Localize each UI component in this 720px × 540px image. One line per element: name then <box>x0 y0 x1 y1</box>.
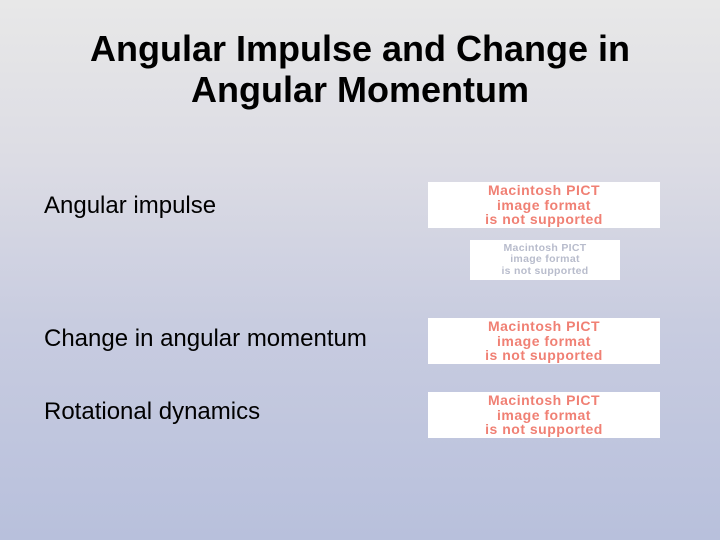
pict-placeholder-icon: Macintosh PICT image format is not suppo… <box>470 240 620 280</box>
placeholder-line: Macintosh PICT <box>488 319 600 334</box>
placeholder-line: is not supported <box>485 212 603 227</box>
placeholder-line: is not supported <box>501 266 588 277</box>
placeholder-line: image format <box>510 254 580 265</box>
item-label-rotational-dynamics: Rotational dynamics <box>44 398 260 426</box>
placeholder-line: is not supported <box>485 422 603 437</box>
placeholder-line: image format <box>497 408 591 423</box>
pict-placeholder-icon: Macintosh PICT image format is not suppo… <box>428 182 660 228</box>
placeholder-line: Macintosh PICT <box>488 183 600 198</box>
placeholder-line: is not supported <box>485 348 603 363</box>
slide-title: Angular Impulse and Change in Angular Mo… <box>42 28 678 111</box>
item-label-angular-impulse: Angular impulse <box>44 192 216 220</box>
pict-placeholder-icon: Macintosh PICT image format is not suppo… <box>428 318 660 364</box>
placeholder-line: image format <box>497 334 591 349</box>
placeholder-line: Macintosh PICT <box>488 393 600 408</box>
item-label-change-angular-momentum: Change in angular momentum <box>44 325 367 353</box>
placeholder-line: image format <box>497 198 591 213</box>
pict-placeholder-icon: Macintosh PICT image format is not suppo… <box>428 392 660 438</box>
slide: Angular Impulse and Change in Angular Mo… <box>0 0 720 540</box>
